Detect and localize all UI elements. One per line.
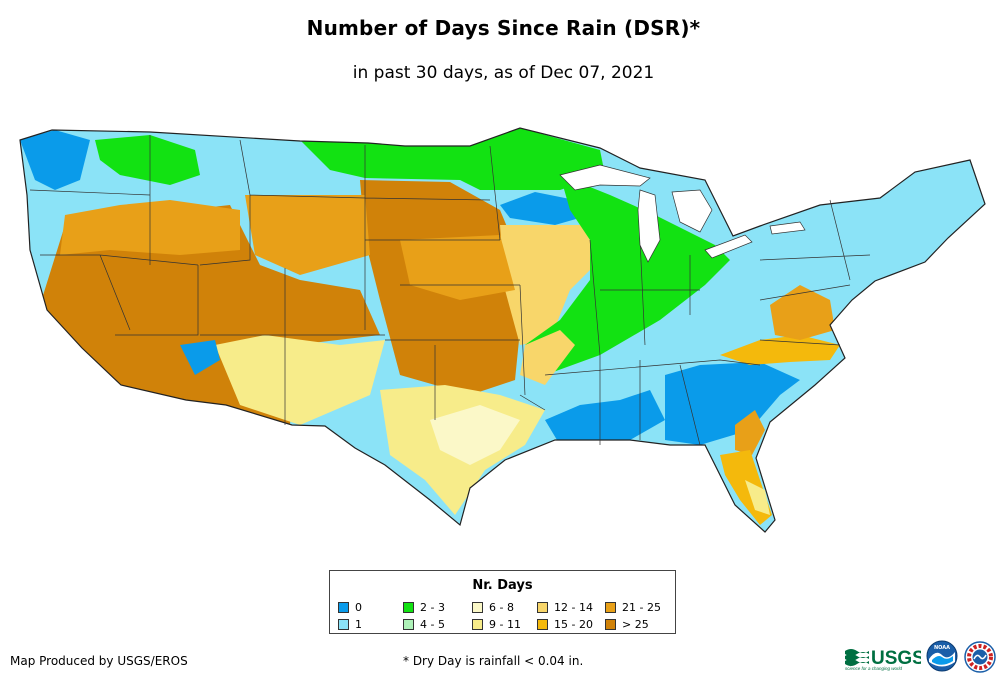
legend-label: 2 - 3 [420, 601, 445, 614]
legend-label: 15 - 20 [554, 618, 593, 631]
legend-swatch [338, 619, 349, 630]
us-land [20, 128, 985, 532]
nws-logo [964, 641, 996, 673]
legend-swatch [605, 602, 616, 613]
legend: Nr. Days 0 1 2 - 3 4 - 5 6 - 8 9 - 11 12… [329, 570, 676, 634]
legend-swatch [472, 602, 483, 613]
producer-credit: Map Produced by USGS/EROS [10, 654, 188, 668]
usgs-wave-icon [845, 649, 869, 666]
us-outline [19, 127, 986, 533]
legend-label: 6 - 8 [489, 601, 514, 614]
lake-erie [704, 234, 753, 259]
legend-swatch [537, 602, 548, 613]
region-dsr-21-25-georgia-coast [735, 410, 765, 455]
region-dsr-over-25-west [40, 205, 380, 425]
map-title: Number of Days Since Rain (DSR)* [306, 16, 701, 40]
legend-item-0: 0 [338, 601, 362, 615]
region-dsr-0-southeast [665, 362, 800, 445]
legend-label: 21 - 25 [622, 601, 661, 614]
legend-item-9-11: 9 - 11 [472, 618, 521, 632]
legend-item-4-5: 4 - 5 [403, 618, 445, 632]
region-dsr-0-arizona [180, 340, 220, 375]
region-dsr-12-14-midwest [500, 225, 600, 345]
legend-swatch [403, 619, 414, 630]
legend-label: 9 - 11 [489, 618, 521, 631]
usgs-tagline: science for a changing world [845, 666, 903, 671]
legend-item-12-14: 12 - 14 [537, 601, 593, 615]
region-dsr-21-25-virginia [770, 285, 835, 340]
legend-item-2-3: 2 - 3 [403, 601, 445, 615]
lake-ontario [769, 221, 806, 235]
usgs-wordmark: USGS [871, 648, 921, 669]
legend-swatch [472, 619, 483, 630]
map-subtitle: in past 30 days, as of Dec 07, 2021 [352, 63, 655, 83]
lake-michigan [637, 189, 661, 263]
legend-item-over-25: > 25 [605, 618, 649, 632]
legend-title: Nr. Days [472, 578, 533, 593]
lake-huron [671, 189, 713, 233]
dry-day-footnote: * Dry Day is rainfall < 0.04 in. [403, 654, 584, 668]
legend-label: 0 [355, 601, 362, 614]
region-dsr-6-8-texas [430, 405, 520, 465]
lake-superior [559, 164, 651, 191]
legend-label: > 25 [622, 618, 649, 631]
region-dsr-2-3-northern-rockies [95, 135, 200, 185]
legend-item-15-20: 15 - 20 [537, 618, 593, 632]
region-dsr-15-20-carolinas [720, 335, 840, 365]
legend-item-1: 1 [338, 618, 362, 632]
legend-swatch [338, 602, 349, 613]
legend-item-6-8: 6 - 8 [472, 601, 514, 615]
legend-label: 12 - 14 [554, 601, 593, 614]
noaa-logo: NOAA [926, 640, 958, 672]
legend-swatch [403, 602, 414, 613]
region-dsr-2-3-midwest [525, 175, 730, 375]
noaa-wordmark: NOAA [934, 645, 950, 651]
region-dsr-9-11-southwest [215, 335, 385, 425]
region-dsr-0-pacific-northwest [20, 130, 90, 190]
legend-swatch [605, 619, 616, 630]
legend-label: 1 [355, 618, 362, 631]
region-dsr-12-14-ozarks [520, 330, 575, 385]
region-dsr-0-gulf [545, 390, 665, 445]
usgs-logo: USGS science for a changing world [845, 648, 921, 671]
state-boundaries [29, 135, 871, 446]
legend-swatch [537, 619, 548, 630]
region-dsr-9-11-florida [745, 480, 770, 515]
legend-item-21-25: 21 - 25 [605, 601, 661, 615]
great-lakes [559, 164, 806, 263]
region-dsr-21-25-mountain [245, 195, 370, 275]
legend-label: 4 - 5 [420, 618, 445, 631]
region-dsr-21-25-nebraska [400, 235, 515, 300]
